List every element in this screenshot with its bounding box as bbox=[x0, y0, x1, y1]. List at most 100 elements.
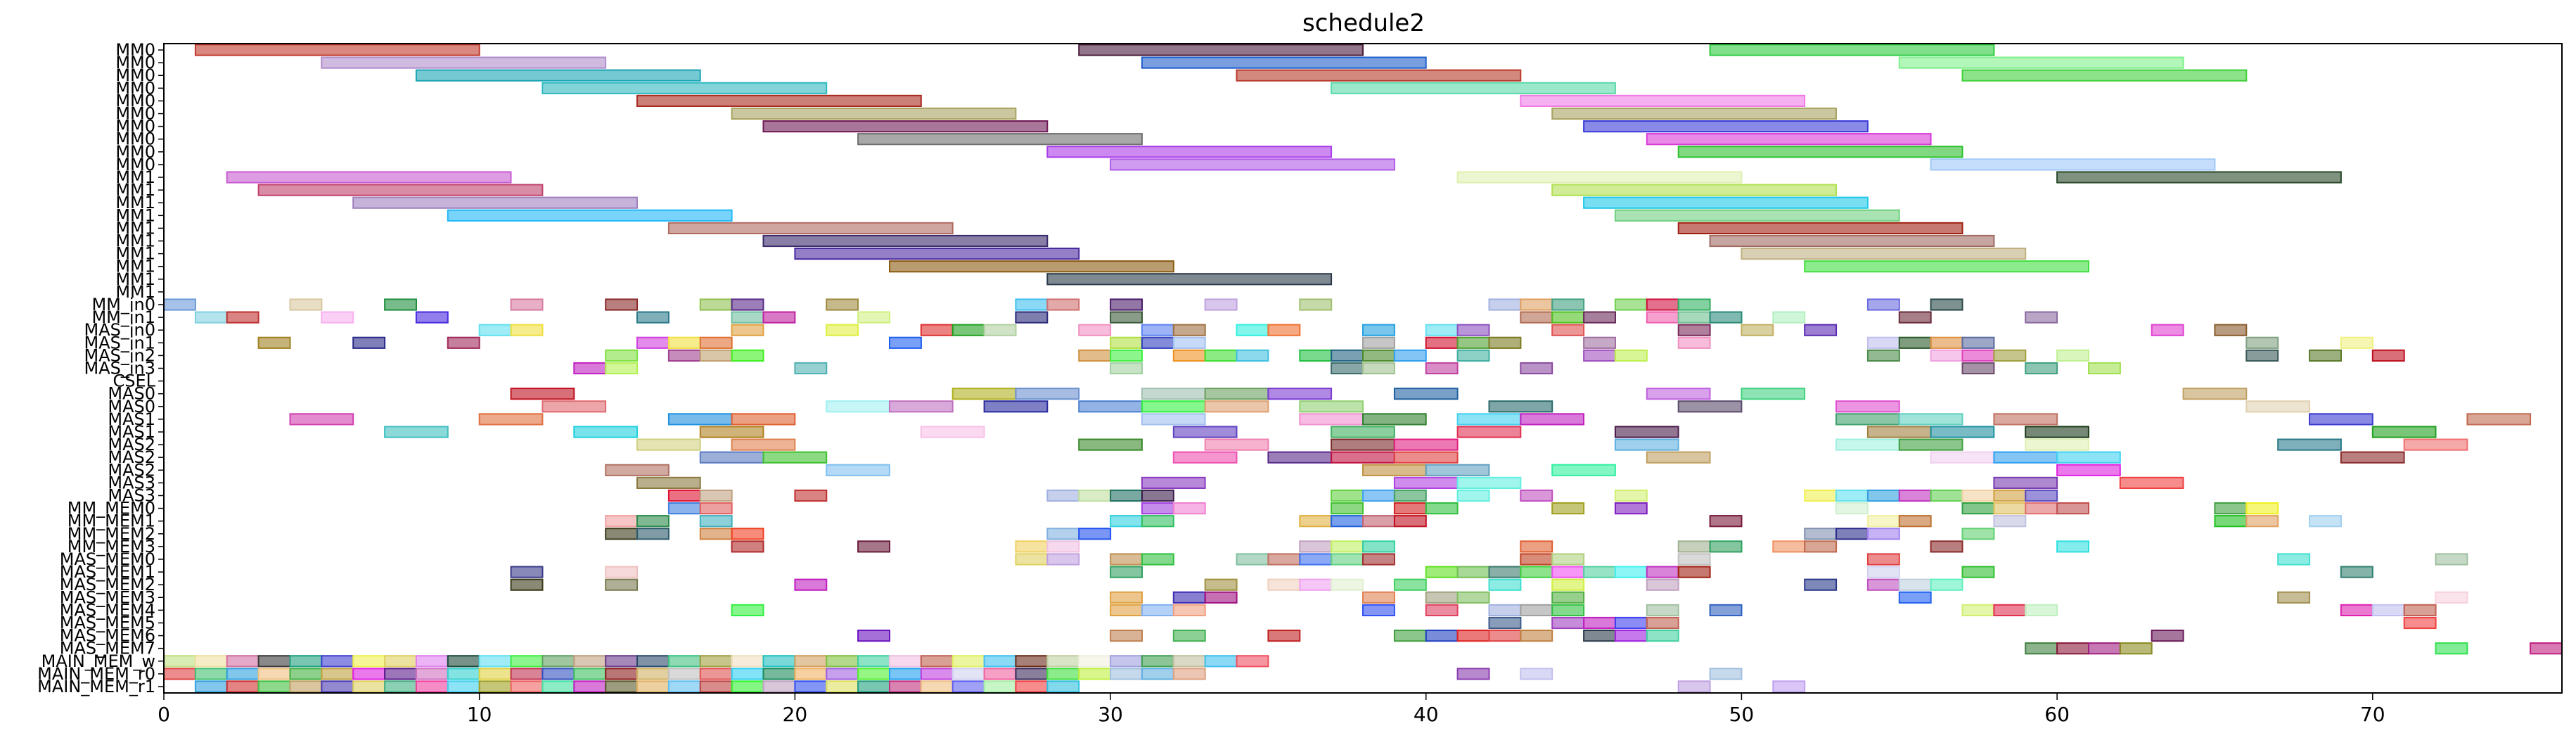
task-bar bbox=[1614, 489, 1648, 502]
task-bar bbox=[1015, 298, 1049, 311]
task-bar bbox=[1709, 44, 1995, 56]
task-bar bbox=[1456, 171, 1743, 184]
task-bar bbox=[889, 260, 1174, 273]
task-bar bbox=[636, 680, 669, 693]
task-bar bbox=[1362, 349, 1395, 362]
task-bar bbox=[1551, 604, 1585, 616]
task-bar bbox=[1551, 184, 1837, 196]
task-bar bbox=[1677, 222, 1963, 234]
task-bar bbox=[1930, 451, 1995, 464]
task-bar bbox=[1614, 616, 1648, 630]
task-bar bbox=[794, 489, 828, 502]
task-bar bbox=[983, 680, 1017, 693]
task-bar bbox=[2056, 540, 2090, 553]
task-bar bbox=[2056, 502, 2090, 515]
task-bar bbox=[1078, 400, 1143, 413]
y-tick-label: MM0 bbox=[115, 53, 155, 72]
task-bar bbox=[2025, 438, 2089, 451]
task-bar bbox=[2403, 438, 2468, 451]
y-tick-label: MAS_MEM7 bbox=[60, 639, 155, 658]
task-bar bbox=[699, 451, 764, 464]
task-bar bbox=[163, 298, 196, 311]
task-bar bbox=[667, 655, 701, 668]
task-bar bbox=[1866, 553, 1900, 566]
task-bar bbox=[2340, 604, 2373, 616]
task-bar bbox=[636, 438, 701, 451]
task-bar bbox=[1425, 630, 1459, 642]
task-bar bbox=[1236, 349, 1269, 362]
task-bar bbox=[1267, 388, 1333, 400]
task-bar bbox=[731, 413, 796, 426]
task-bar bbox=[1614, 630, 1648, 642]
task-bar bbox=[1583, 630, 1617, 642]
task-bar bbox=[731, 438, 796, 451]
task-bar bbox=[2466, 413, 2532, 426]
task-bar bbox=[2056, 349, 2090, 362]
y-tick-label: MAIN_MEM_r0 bbox=[37, 664, 155, 684]
task-bar bbox=[1015, 668, 1049, 680]
task-bar bbox=[1866, 426, 1932, 438]
task-bar bbox=[699, 502, 733, 515]
task-bar bbox=[2245, 400, 2311, 413]
task-bar bbox=[1172, 336, 1206, 349]
task-bar bbox=[1677, 400, 1743, 413]
task-bar bbox=[1299, 298, 1333, 311]
task-bar bbox=[1267, 578, 1301, 591]
task-bar bbox=[1804, 528, 1838, 540]
task-bar bbox=[510, 298, 544, 311]
task-bar bbox=[1172, 324, 1206, 336]
task-bar bbox=[257, 336, 291, 349]
task-bar bbox=[2309, 349, 2343, 362]
task-bar bbox=[1677, 540, 1711, 553]
task-bar bbox=[699, 668, 733, 680]
task-bar bbox=[415, 311, 449, 324]
task-bar bbox=[667, 502, 701, 515]
task-bar bbox=[1204, 578, 1238, 591]
task-bar bbox=[2056, 171, 2342, 184]
task-bar bbox=[1204, 655, 1238, 668]
task-bar bbox=[447, 655, 480, 668]
task-bar bbox=[1110, 489, 1143, 502]
task-bar bbox=[415, 668, 449, 680]
task-bar bbox=[1110, 311, 1143, 324]
task-bar bbox=[2151, 630, 2184, 642]
task-bar bbox=[1078, 324, 1112, 336]
task-bar bbox=[1110, 362, 1143, 375]
task-bar bbox=[1930, 540, 1963, 553]
task-bar bbox=[2214, 502, 2248, 515]
task-bar bbox=[1993, 349, 2027, 362]
task-bar bbox=[1110, 566, 1143, 578]
task-bar bbox=[2403, 604, 2437, 616]
task-bar bbox=[1425, 502, 1459, 515]
task-bar bbox=[2371, 604, 2405, 616]
task-bar bbox=[1646, 578, 1679, 591]
task-bar bbox=[1362, 540, 1395, 553]
task-bar bbox=[573, 426, 638, 438]
task-bar bbox=[1393, 349, 1427, 362]
task-bar bbox=[1078, 489, 1112, 502]
task-bar bbox=[1551, 324, 1585, 336]
task-bar bbox=[1141, 489, 1174, 502]
task-bar bbox=[1015, 680, 1049, 693]
x-tick-label: 20 bbox=[783, 703, 808, 726]
task-bar bbox=[1110, 655, 1143, 668]
task-bar bbox=[699, 298, 733, 311]
task-bar bbox=[731, 324, 764, 336]
task-bar bbox=[1772, 311, 1806, 324]
y-tick-label: MAS1 bbox=[108, 422, 155, 442]
task-bar bbox=[257, 668, 291, 680]
task-bar bbox=[1141, 336, 1174, 349]
task-bar bbox=[1425, 336, 1459, 349]
task-bar bbox=[1141, 324, 1174, 336]
task-bar bbox=[1299, 413, 1364, 426]
y-tick-label: MAS2 bbox=[108, 435, 155, 454]
task-bar bbox=[1078, 44, 1364, 56]
task-bar bbox=[1331, 515, 1364, 528]
task-bar bbox=[2119, 642, 2153, 655]
task-bar bbox=[1520, 298, 1553, 311]
task-bar bbox=[1236, 324, 1269, 336]
task-bar bbox=[1204, 388, 1269, 400]
task-bar bbox=[2214, 515, 2248, 528]
task-bar bbox=[1299, 400, 1364, 413]
